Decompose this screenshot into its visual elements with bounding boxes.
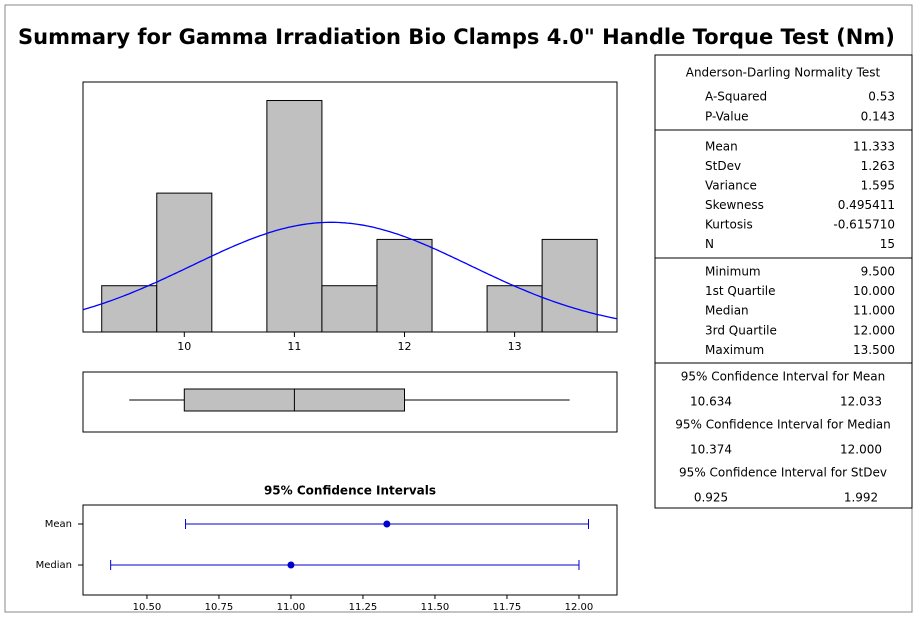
bar [376,238,433,333]
row-label: 3rd Quartile [705,323,777,337]
x-tick-label: 10 [177,340,191,353]
bar [266,100,323,333]
bar [321,285,378,333]
row-value: 9.500 [861,265,895,279]
y-tick-label: Mean [45,519,72,530]
row-label: Kurtosis [705,218,753,232]
row-label: 1st Quartile [705,284,776,298]
row-value: 0.495411 [838,198,895,212]
bar [541,238,598,333]
interval-heading: 95% Confidence Interval for StDev [679,466,887,480]
x-tick-label: 10.75 [205,602,234,613]
table-heading: Anderson-Darling Normality Test [686,66,881,80]
plot-frame [82,504,618,596]
interval-upper: 12.033 [840,395,882,409]
bar [486,285,543,333]
x-tick-label: 11.00 [277,602,306,613]
row-value: 10.000 [853,284,895,298]
row-label: Maximum [705,343,764,357]
interval-lower: 10.634 [690,395,732,409]
row-value: -0.615710 [833,218,895,232]
row-label: Variance [705,179,757,193]
title: Summary for Gamma Irradiation Bio Clamps… [18,25,895,49]
row-label: Median [705,304,749,318]
interval-upper: 1.992 [844,491,878,505]
interval-heading: 95% Confidence Interval for Median [675,418,891,432]
interval-heading: 95% Confidence Interval for Mean [681,370,886,384]
ci-estimate [383,520,391,528]
row-value: 12.000 [853,323,895,337]
row-label: StDev [705,159,741,173]
bar [101,285,158,333]
row-value: 11.000 [853,304,895,318]
row-value: 1.263 [861,159,895,173]
ci-title: 95% Confidence Intervals [264,484,436,498]
row-value: 11.333 [853,140,895,154]
row-value: 15 [880,237,895,251]
row-value: 0.53 [868,90,895,104]
ci-estimate [287,561,295,569]
bar [156,192,213,333]
interval-upper: 12.000 [840,443,882,457]
row-label: N [705,237,714,251]
row-value: 1.595 [861,179,895,193]
x-tick-label: 12.00 [565,602,594,613]
x-tick-label: 11.25 [349,602,378,613]
row-label: Mean [705,140,738,154]
x-tick-label: 10.50 [133,602,162,613]
row-label: P-Value [705,110,749,124]
x-tick-label: 11 [287,340,301,353]
row-label: Minimum [705,265,761,279]
row-value: 0.143 [861,110,895,124]
x-tick-label: 11.50 [421,602,450,613]
row-label: Skewness [705,198,764,212]
row-label: A-Squared [705,90,767,104]
x-tick-label: 13 [508,340,522,353]
interval-lower: 0.925 [694,491,728,505]
row-value: 13.500 [853,343,895,357]
x-tick-label: 12 [398,340,412,353]
x-tick-label: 11.75 [493,602,522,613]
interval-lower: 10.374 [690,443,732,457]
y-tick-label: Median [36,560,72,571]
normal-curve [82,221,618,320]
